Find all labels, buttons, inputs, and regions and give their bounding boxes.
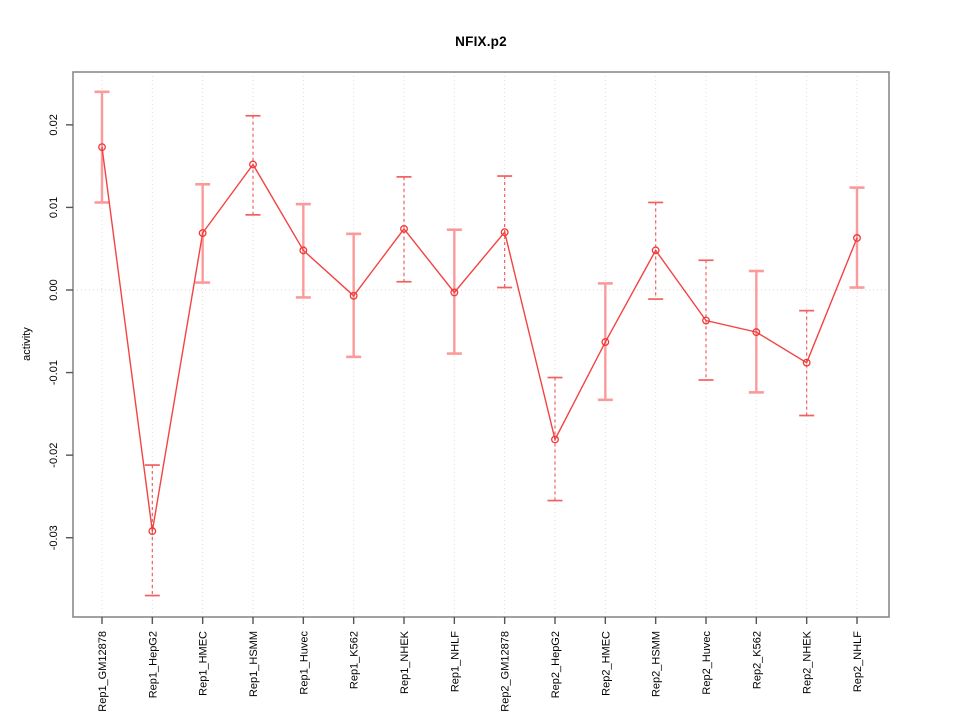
- x-category-label: Rep2_HSMM: [651, 631, 663, 697]
- plot-frame: [72, 71, 890, 618]
- y-tick-label: -0.01: [48, 360, 60, 385]
- x-category-label: Rep1_K562: [349, 631, 361, 689]
- x-category-label: Rep2_K562: [751, 631, 763, 689]
- series-line: [101, 147, 858, 532]
- data-point: [148, 527, 157, 536]
- x-category-label: Rep2_Huvec: [701, 631, 713, 695]
- y-axis-title: activity: [21, 327, 33, 361]
- x-category-label: Rep1_HMEC: [198, 631, 210, 696]
- x-category-label: Rep2_HepG2: [550, 631, 562, 698]
- y-tick-label: -0.03: [48, 525, 60, 550]
- series: [101, 147, 858, 532]
- x-category-label: Rep2_GM12878: [500, 631, 512, 712]
- data-point: [500, 228, 509, 237]
- y-tick-label: 0.01: [48, 197, 60, 218]
- data-point: [551, 435, 559, 444]
- data-points: [98, 143, 861, 536]
- chart-title: NFIX.p2: [455, 34, 507, 49]
- y-tick-label: 0.00: [48, 279, 60, 300]
- x-category-label: Rep1_Huvec: [298, 631, 310, 695]
- data-point: [450, 288, 459, 297]
- x-category-label: Rep2_NHLF: [852, 631, 864, 692]
- x-axis: Rep1_GM12878 Rep1_HepG2 Rep1_HMEC Rep1_HSMM…: [97, 617, 864, 712]
- x-category-label: Rep1_NHLF: [449, 631, 461, 692]
- data-point: [802, 358, 811, 367]
- x-category-label: Rep1_NHEK: [399, 630, 411, 694]
- data-point: [601, 338, 610, 346]
- frame: [72, 71, 890, 618]
- data-point: [651, 246, 660, 255]
- y-axis: 0.02 0.01 0.00 -0.01 -0.02 -0.03: [48, 114, 73, 550]
- data-point: [752, 328, 761, 337]
- x-category-label: Rep2_HMEC: [600, 631, 612, 696]
- data-point: [198, 229, 207, 237]
- x-category-label: Rep1_HSMM: [248, 631, 260, 697]
- data-point: [249, 160, 257, 169]
- data-point: [98, 143, 106, 152]
- data-point: [702, 316, 710, 325]
- data-point: [400, 224, 408, 233]
- data-point: [853, 234, 861, 242]
- error-bars: [94, 90, 865, 597]
- x-category-label: Rep1_GM12878: [97, 631, 109, 712]
- y-tick-label: -0.02: [48, 443, 60, 468]
- gridlines: [101, 72, 858, 617]
- data-point: [349, 291, 358, 300]
- x-category-label: Rep2_NHEK: [802, 630, 814, 694]
- data-point: [299, 246, 308, 255]
- x-category-label: Rep1_HepG2: [147, 631, 159, 698]
- y-tick-label: 0.02: [48, 114, 60, 135]
